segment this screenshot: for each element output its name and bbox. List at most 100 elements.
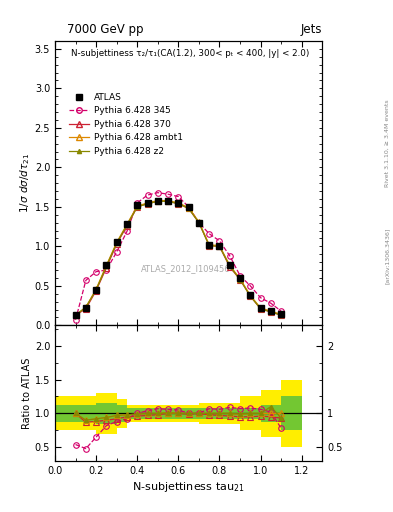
Pythia 6.428 z2: [217, 243, 222, 249]
Pythia 6.428 345: [114, 249, 119, 255]
Pythia 6.428 z2: [166, 198, 171, 204]
ATLAS: [268, 308, 273, 314]
ATLAS: [279, 311, 283, 317]
Pythia 6.428 370: [125, 223, 129, 229]
Pythia 6.428 z2: [73, 312, 78, 318]
ATLAS: [83, 305, 88, 311]
Pythia 6.428 ambt1: [73, 312, 78, 318]
Text: Rivet 3.1.10, ≥ 3.4M events: Rivet 3.1.10, ≥ 3.4M events: [385, 99, 389, 187]
ATLAS: [186, 204, 191, 210]
ATLAS: [248, 292, 253, 298]
ATLAS: [145, 200, 150, 206]
Pythia 6.428 345: [238, 272, 242, 279]
Pythia 6.428 ambt1: [176, 200, 181, 206]
Pythia 6.428 345: [125, 228, 129, 234]
Pythia 6.428 345: [207, 230, 211, 237]
Pythia 6.428 345: [186, 204, 191, 210]
Pythia 6.428 ambt1: [156, 198, 160, 204]
Pythia 6.428 z2: [104, 263, 109, 269]
Pythia 6.428 345: [166, 191, 171, 197]
Pythia 6.428 345: [145, 192, 150, 198]
Pythia 6.428 ambt1: [83, 304, 88, 310]
Pythia 6.428 ambt1: [125, 221, 129, 227]
Legend: ATLAS, Pythia 6.428 345, Pythia 6.428 370, Pythia 6.428 ambt1, Pythia 6.428 z2: ATLAS, Pythia 6.428 345, Pythia 6.428 37…: [66, 89, 186, 160]
Pythia 6.428 370: [238, 276, 242, 283]
Pythia 6.428 ambt1: [238, 275, 242, 282]
Pythia 6.428 ambt1: [217, 243, 222, 249]
Text: Jets: Jets: [301, 23, 322, 36]
Pythia 6.428 345: [176, 194, 181, 200]
Pythia 6.428 345: [228, 253, 232, 259]
Pythia 6.428 370: [268, 309, 273, 315]
Pythia 6.428 ambt1: [186, 205, 191, 211]
Pythia 6.428 ambt1: [268, 308, 273, 314]
Pythia 6.428 z2: [258, 306, 263, 312]
Line: Pythia 6.428 ambt1: Pythia 6.428 ambt1: [73, 198, 284, 318]
ATLAS: [73, 312, 78, 318]
Pythia 6.428 370: [228, 264, 232, 270]
Pythia 6.428 370: [248, 293, 253, 299]
Pythia 6.428 z2: [156, 198, 160, 204]
Pythia 6.428 z2: [135, 204, 140, 210]
Pythia 6.428 370: [279, 312, 283, 318]
Line: Pythia 6.428 345: Pythia 6.428 345: [73, 190, 284, 323]
Pythia 6.428 370: [73, 312, 78, 318]
Pythia 6.428 345: [217, 238, 222, 244]
Pythia 6.428 ambt1: [248, 292, 253, 298]
Pythia 6.428 370: [83, 306, 88, 312]
Pythia 6.428 z2: [176, 201, 181, 207]
Pythia 6.428 370: [217, 243, 222, 249]
Pythia 6.428 370: [176, 201, 181, 207]
Pythia 6.428 z2: [94, 287, 99, 293]
Line: ATLAS: ATLAS: [72, 198, 284, 318]
Pythia 6.428 345: [135, 200, 140, 206]
ATLAS: [125, 221, 129, 227]
Text: ATLAS_2012_I1094564: ATLAS_2012_I1094564: [141, 264, 236, 273]
Pythia 6.428 370: [186, 205, 191, 211]
ATLAS: [135, 202, 140, 208]
Pythia 6.428 345: [196, 220, 201, 226]
Pythia 6.428 z2: [268, 309, 273, 315]
Pythia 6.428 ambt1: [104, 262, 109, 268]
Text: 7000 GeV pp: 7000 GeV pp: [67, 23, 143, 36]
Pythia 6.428 z2: [145, 201, 150, 207]
Pythia 6.428 370: [258, 306, 263, 312]
Pythia 6.428 345: [83, 278, 88, 284]
Pythia 6.428 370: [145, 201, 150, 207]
Pythia 6.428 z2: [248, 293, 253, 299]
Pythia 6.428 z2: [279, 312, 283, 318]
ATLAS: [166, 198, 171, 204]
Pythia 6.428 ambt1: [114, 239, 119, 245]
Text: [arXiv:1306.3436]: [arXiv:1306.3436]: [385, 228, 389, 284]
Text: N-subjettiness τ₂/τ₁(CA(1.2), 300< pₜ < 400, |y| < 2.0): N-subjettiness τ₂/τ₁(CA(1.2), 300< pₜ < …: [71, 50, 309, 58]
Pythia 6.428 370: [114, 241, 119, 247]
Pythia 6.428 z2: [228, 263, 232, 269]
Pythia 6.428 ambt1: [94, 286, 99, 292]
Pythia 6.428 345: [248, 283, 253, 289]
Pythia 6.428 ambt1: [279, 311, 283, 317]
X-axis label: N-subjettiness tau$_{21}$: N-subjettiness tau$_{21}$: [132, 480, 245, 494]
Pythia 6.428 z2: [125, 222, 129, 228]
Pythia 6.428 ambt1: [207, 242, 211, 248]
Y-axis label: $1/\sigma\ d\sigma/d\tau_{21}$: $1/\sigma\ d\sigma/d\tau_{21}$: [18, 153, 32, 213]
Pythia 6.428 ambt1: [258, 305, 263, 311]
ATLAS: [217, 243, 222, 249]
ATLAS: [258, 305, 263, 311]
Line: Pythia 6.428 370: Pythia 6.428 370: [73, 199, 284, 318]
Pythia 6.428 345: [104, 267, 109, 273]
Pythia 6.428 345: [258, 294, 263, 301]
Pythia 6.428 370: [207, 243, 211, 249]
Pythia 6.428 z2: [114, 240, 119, 246]
Pythia 6.428 ambt1: [228, 262, 232, 268]
Pythia 6.428 345: [279, 308, 283, 314]
Pythia 6.428 370: [156, 198, 160, 204]
ATLAS: [114, 239, 119, 245]
Pythia 6.428 370: [104, 265, 109, 271]
Pythia 6.428 ambt1: [196, 219, 201, 225]
Pythia 6.428 370: [166, 198, 171, 204]
Pythia 6.428 ambt1: [135, 203, 140, 209]
Pythia 6.428 z2: [186, 205, 191, 211]
ATLAS: [238, 275, 242, 281]
Line: Pythia 6.428 z2: Pythia 6.428 z2: [73, 199, 283, 317]
Pythia 6.428 z2: [83, 304, 88, 310]
